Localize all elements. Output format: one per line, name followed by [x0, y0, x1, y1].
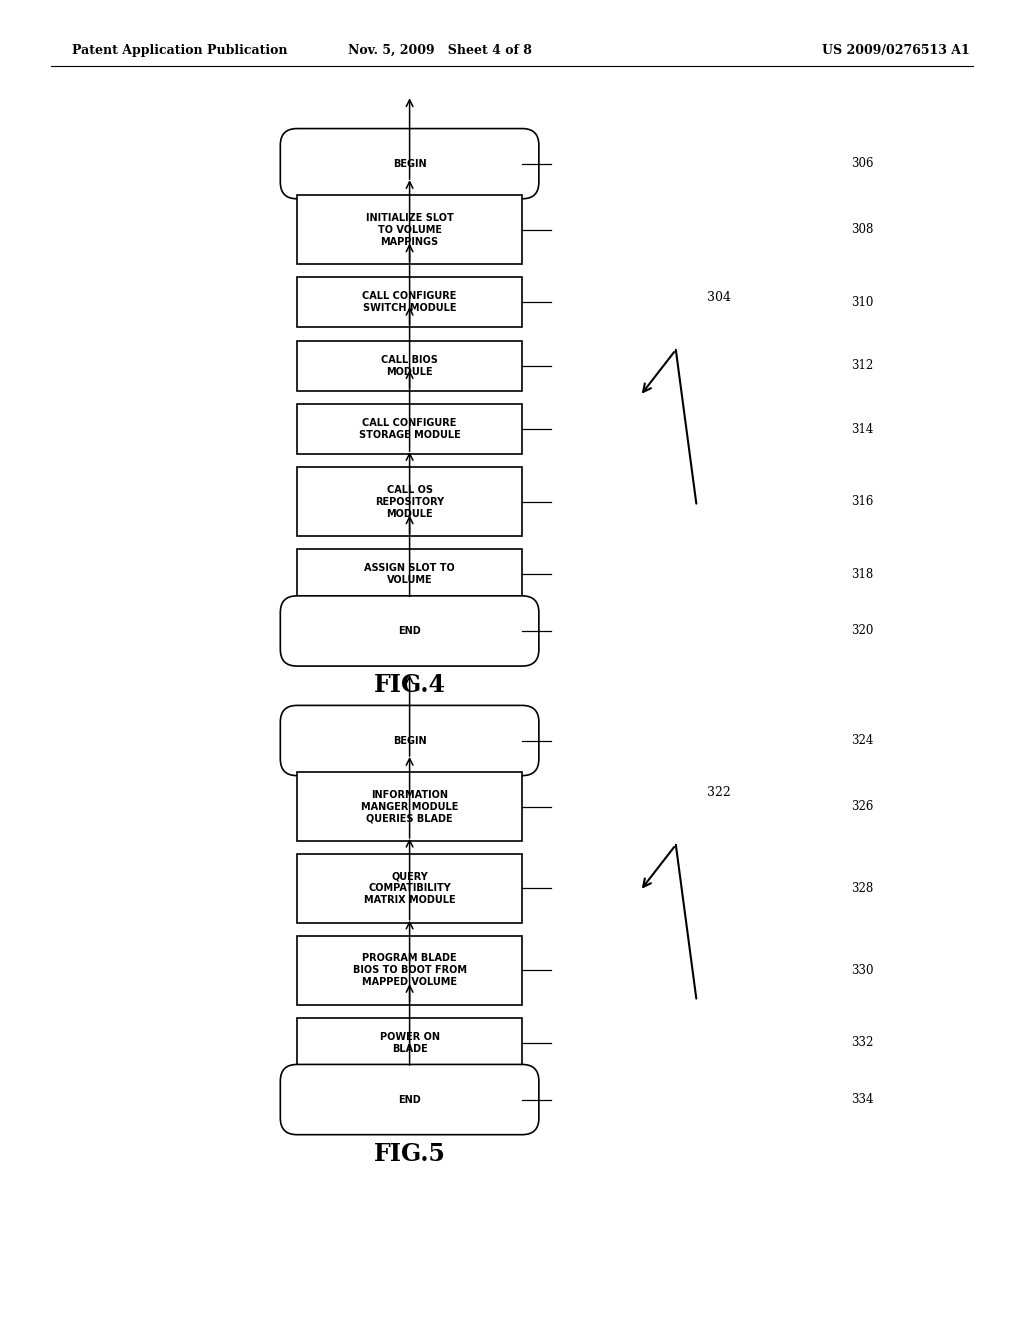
- Bar: [297, 341, 522, 391]
- Text: 334: 334: [851, 1093, 873, 1106]
- Text: QUERY
COMPATIBILITY
MATRIX MODULE: QUERY COMPATIBILITY MATRIX MODULE: [364, 871, 456, 906]
- Text: CALL CONFIGURE
SWITCH MODULE: CALL CONFIGURE SWITCH MODULE: [362, 292, 457, 313]
- Text: FIG.4: FIG.4: [374, 673, 445, 697]
- Text: 310: 310: [851, 296, 873, 309]
- Bar: [297, 854, 522, 923]
- Text: 322: 322: [707, 785, 730, 799]
- Text: CALL BIOS
MODULE: CALL BIOS MODULE: [381, 355, 438, 376]
- Text: 308: 308: [851, 223, 873, 236]
- Bar: [297, 195, 522, 264]
- Text: BEGIN: BEGIN: [393, 735, 426, 746]
- Bar: [297, 467, 522, 536]
- Text: 318: 318: [851, 568, 873, 581]
- Text: 316: 316: [851, 495, 873, 508]
- Text: Patent Application Publication: Patent Application Publication: [72, 44, 287, 57]
- Text: FIG.5: FIG.5: [374, 1142, 445, 1166]
- Text: BEGIN: BEGIN: [393, 158, 426, 169]
- Text: INFORMATION
MANGER MODULE
QUERIES BLADE: INFORMATION MANGER MODULE QUERIES BLADE: [360, 789, 459, 824]
- Text: 332: 332: [851, 1036, 873, 1049]
- Bar: [297, 936, 522, 1005]
- FancyBboxPatch shape: [281, 705, 539, 776]
- Text: END: END: [398, 1094, 421, 1105]
- Text: PROGRAM BLADE
BIOS TO BOOT FROM
MAPPED VOLUME: PROGRAM BLADE BIOS TO BOOT FROM MAPPED V…: [352, 953, 467, 987]
- FancyBboxPatch shape: [281, 1064, 539, 1135]
- Text: Nov. 5, 2009   Sheet 4 of 8: Nov. 5, 2009 Sheet 4 of 8: [348, 44, 532, 57]
- Bar: [297, 277, 522, 327]
- Text: POWER ON
BLADE: POWER ON BLADE: [380, 1032, 439, 1053]
- Text: US 2009/0276513 A1: US 2009/0276513 A1: [822, 44, 970, 57]
- Text: 326: 326: [851, 800, 873, 813]
- Text: 328: 328: [851, 882, 873, 895]
- Bar: [297, 549, 522, 599]
- FancyBboxPatch shape: [281, 128, 539, 199]
- Text: 314: 314: [851, 422, 873, 436]
- Text: 304: 304: [707, 290, 730, 304]
- Text: 320: 320: [851, 624, 873, 638]
- Text: CALL CONFIGURE
STORAGE MODULE: CALL CONFIGURE STORAGE MODULE: [358, 418, 461, 440]
- Text: END: END: [398, 626, 421, 636]
- Text: 306: 306: [851, 157, 873, 170]
- Bar: [297, 404, 522, 454]
- Text: 324: 324: [851, 734, 873, 747]
- Bar: [297, 772, 522, 841]
- Text: 330: 330: [851, 964, 873, 977]
- Bar: [297, 1018, 522, 1068]
- Text: INITIALIZE SLOT
TO VOLUME
MAPPINGS: INITIALIZE SLOT TO VOLUME MAPPINGS: [366, 213, 454, 247]
- Text: CALL OS
REPOSITORY
MODULE: CALL OS REPOSITORY MODULE: [375, 484, 444, 519]
- FancyBboxPatch shape: [281, 595, 539, 667]
- Text: 312: 312: [851, 359, 873, 372]
- Text: ASSIGN SLOT TO
VOLUME: ASSIGN SLOT TO VOLUME: [365, 564, 455, 585]
